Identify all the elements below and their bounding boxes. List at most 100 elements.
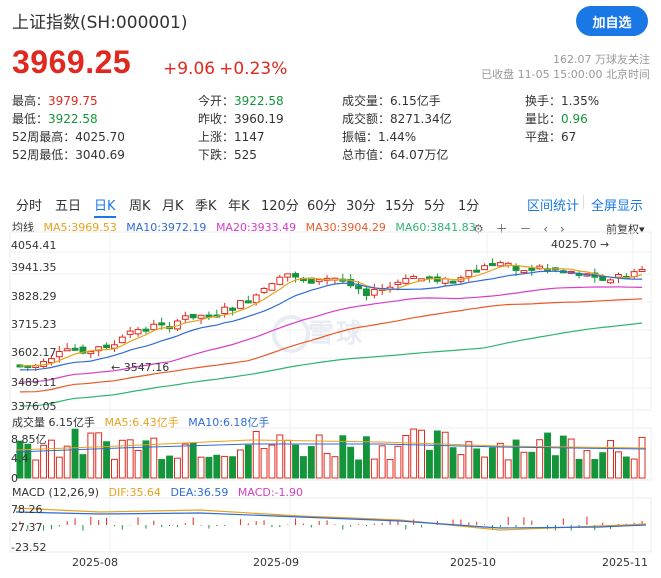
volume-bar: [622, 456, 630, 479]
candle-body: [237, 300, 244, 309]
stat-volume: 6.15亿手: [390, 94, 441, 108]
pan-left-icon[interactable]: ‹: [543, 222, 549, 236]
stat-label: 昨收：: [198, 112, 235, 126]
volume-bar: [520, 451, 528, 479]
candle-body: [394, 281, 402, 285]
volume-bar: [473, 448, 481, 479]
candle-body: [71, 347, 79, 351]
stat-label: 上涨：: [198, 130, 235, 144]
tab-30min[interactable]: 30分: [346, 199, 376, 214]
volume-bar: [638, 436, 646, 479]
candle-body: [347, 279, 355, 287]
volume-bar: [449, 447, 457, 479]
tab-120min[interactable]: 120分: [261, 199, 299, 214]
volume-bar: [489, 447, 496, 479]
settings-icon[interactable]: ⚙: [473, 222, 484, 236]
candle-body: [134, 329, 142, 335]
candle-body: [607, 279, 614, 284]
volume-ma5-line: [15, 439, 647, 451]
volume-bar: [260, 448, 268, 479]
candle-body: [292, 273, 299, 278]
candle-body: [489, 262, 496, 267]
panel-frame: [9, 231, 652, 411]
tab-daily-k[interactable]: 日K: [94, 195, 116, 218]
dropdown-arrow-icon: ▾: [639, 223, 645, 236]
candle-body: [63, 348, 71, 352]
volume-bar: [559, 435, 567, 479]
candle-body: [158, 322, 166, 326]
volume-bar: [402, 434, 410, 479]
tab-5day[interactable]: 五日: [55, 199, 82, 214]
tab-weekly-k[interactable]: 周K: [129, 199, 151, 214]
candle-body: [48, 358, 55, 364]
candle-body: [221, 306, 229, 315]
followers-count: 162.07 万球友关注: [553, 53, 650, 66]
candle-body: [528, 267, 536, 271]
stat-label: 52周最高：: [12, 130, 76, 144]
tab-15min[interactable]: 15分: [385, 199, 415, 214]
ma60-line: [19, 322, 643, 407]
volume-bar: [307, 446, 315, 479]
watermark-logo-icon: [272, 315, 310, 353]
tab-1min[interactable]: 1分: [458, 199, 480, 214]
stat-label: 最高：: [12, 94, 49, 108]
price-axis-label: 3489.11: [11, 376, 57, 389]
candle-body: [103, 344, 110, 349]
volume-bar: [481, 456, 488, 479]
macd-dea-line: [15, 511, 647, 529]
volume-bar: [237, 449, 244, 479]
watermark: 雪球: [308, 319, 365, 349]
volume-bar: [63, 445, 71, 479]
ma20-line: [19, 286, 643, 383]
macd-dif: DIF:35.64: [108, 486, 161, 499]
stat-label: 52周最低：: [12, 148, 76, 162]
volume-bar: [205, 456, 213, 479]
adjust-mode[interactable]: 前复权▾: [606, 221, 645, 237]
volume-bar: [24, 443, 32, 479]
volume-bar: [111, 458, 118, 479]
macd-legend: MACD (12,26,9) DIF:35.64 DEA:36.59 MACD:…: [12, 486, 309, 499]
pan-right-icon[interactable]: ›: [559, 222, 565, 236]
volume-bar: [504, 459, 512, 479]
volume-bar: [292, 444, 299, 479]
macd-label: MACD (12,26,9): [12, 486, 100, 499]
candle-body: [229, 307, 236, 311]
stat-open: 3922.58: [234, 94, 284, 108]
candle-body: [599, 276, 607, 281]
volume-bar: [426, 449, 433, 479]
volume-bar: [284, 439, 292, 479]
volume-bar: [134, 449, 142, 479]
candle-body: [126, 330, 134, 335]
volume-bar: [315, 434, 323, 479]
candle-body: [244, 300, 252, 304]
add-watchlist-button[interactable]: 加自选: [576, 6, 648, 36]
volume-ma10-line: [15, 443, 647, 453]
tab-quarterly-k[interactable]: 季K: [195, 199, 217, 214]
volume-bar: [166, 455, 173, 479]
volume-bar: [410, 428, 418, 479]
candle-body: [520, 270, 528, 274]
current-price: 3969.25: [12, 44, 132, 80]
volume-bar: [252, 430, 260, 479]
page-title: 上证指数(SH:000001): [12, 13, 188, 33]
stat-up-count: 1147: [234, 130, 265, 144]
volume-ma10: MA10:6.18亿手: [188, 416, 270, 429]
tab-yearly-k[interactable]: 年K: [228, 199, 250, 214]
tab-monthly-k[interactable]: 月K: [162, 199, 184, 214]
tab-60min[interactable]: 60分: [307, 199, 337, 214]
volume-axis-label: 4.4: [11, 452, 29, 465]
volume-bar: [567, 438, 575, 479]
stat-label: 换手：: [525, 94, 562, 108]
volume-axis-label: 0: [11, 472, 18, 485]
tab-intraday[interactable]: 分时: [16, 199, 43, 214]
fullscreen-link[interactable]: 全屏显示: [591, 199, 644, 214]
range-stats-link[interactable]: 区间统计: [527, 199, 580, 214]
volume-ma5: MA5:6.43亿手: [104, 416, 179, 429]
candle-body: [473, 269, 481, 273]
stat-label: 总市值：: [342, 148, 391, 162]
volume-bar: [441, 431, 449, 479]
price-axis-label: 4054.41: [11, 239, 57, 252]
tab-5min[interactable]: 5分: [424, 199, 446, 214]
panel-frame: [9, 427, 652, 481]
